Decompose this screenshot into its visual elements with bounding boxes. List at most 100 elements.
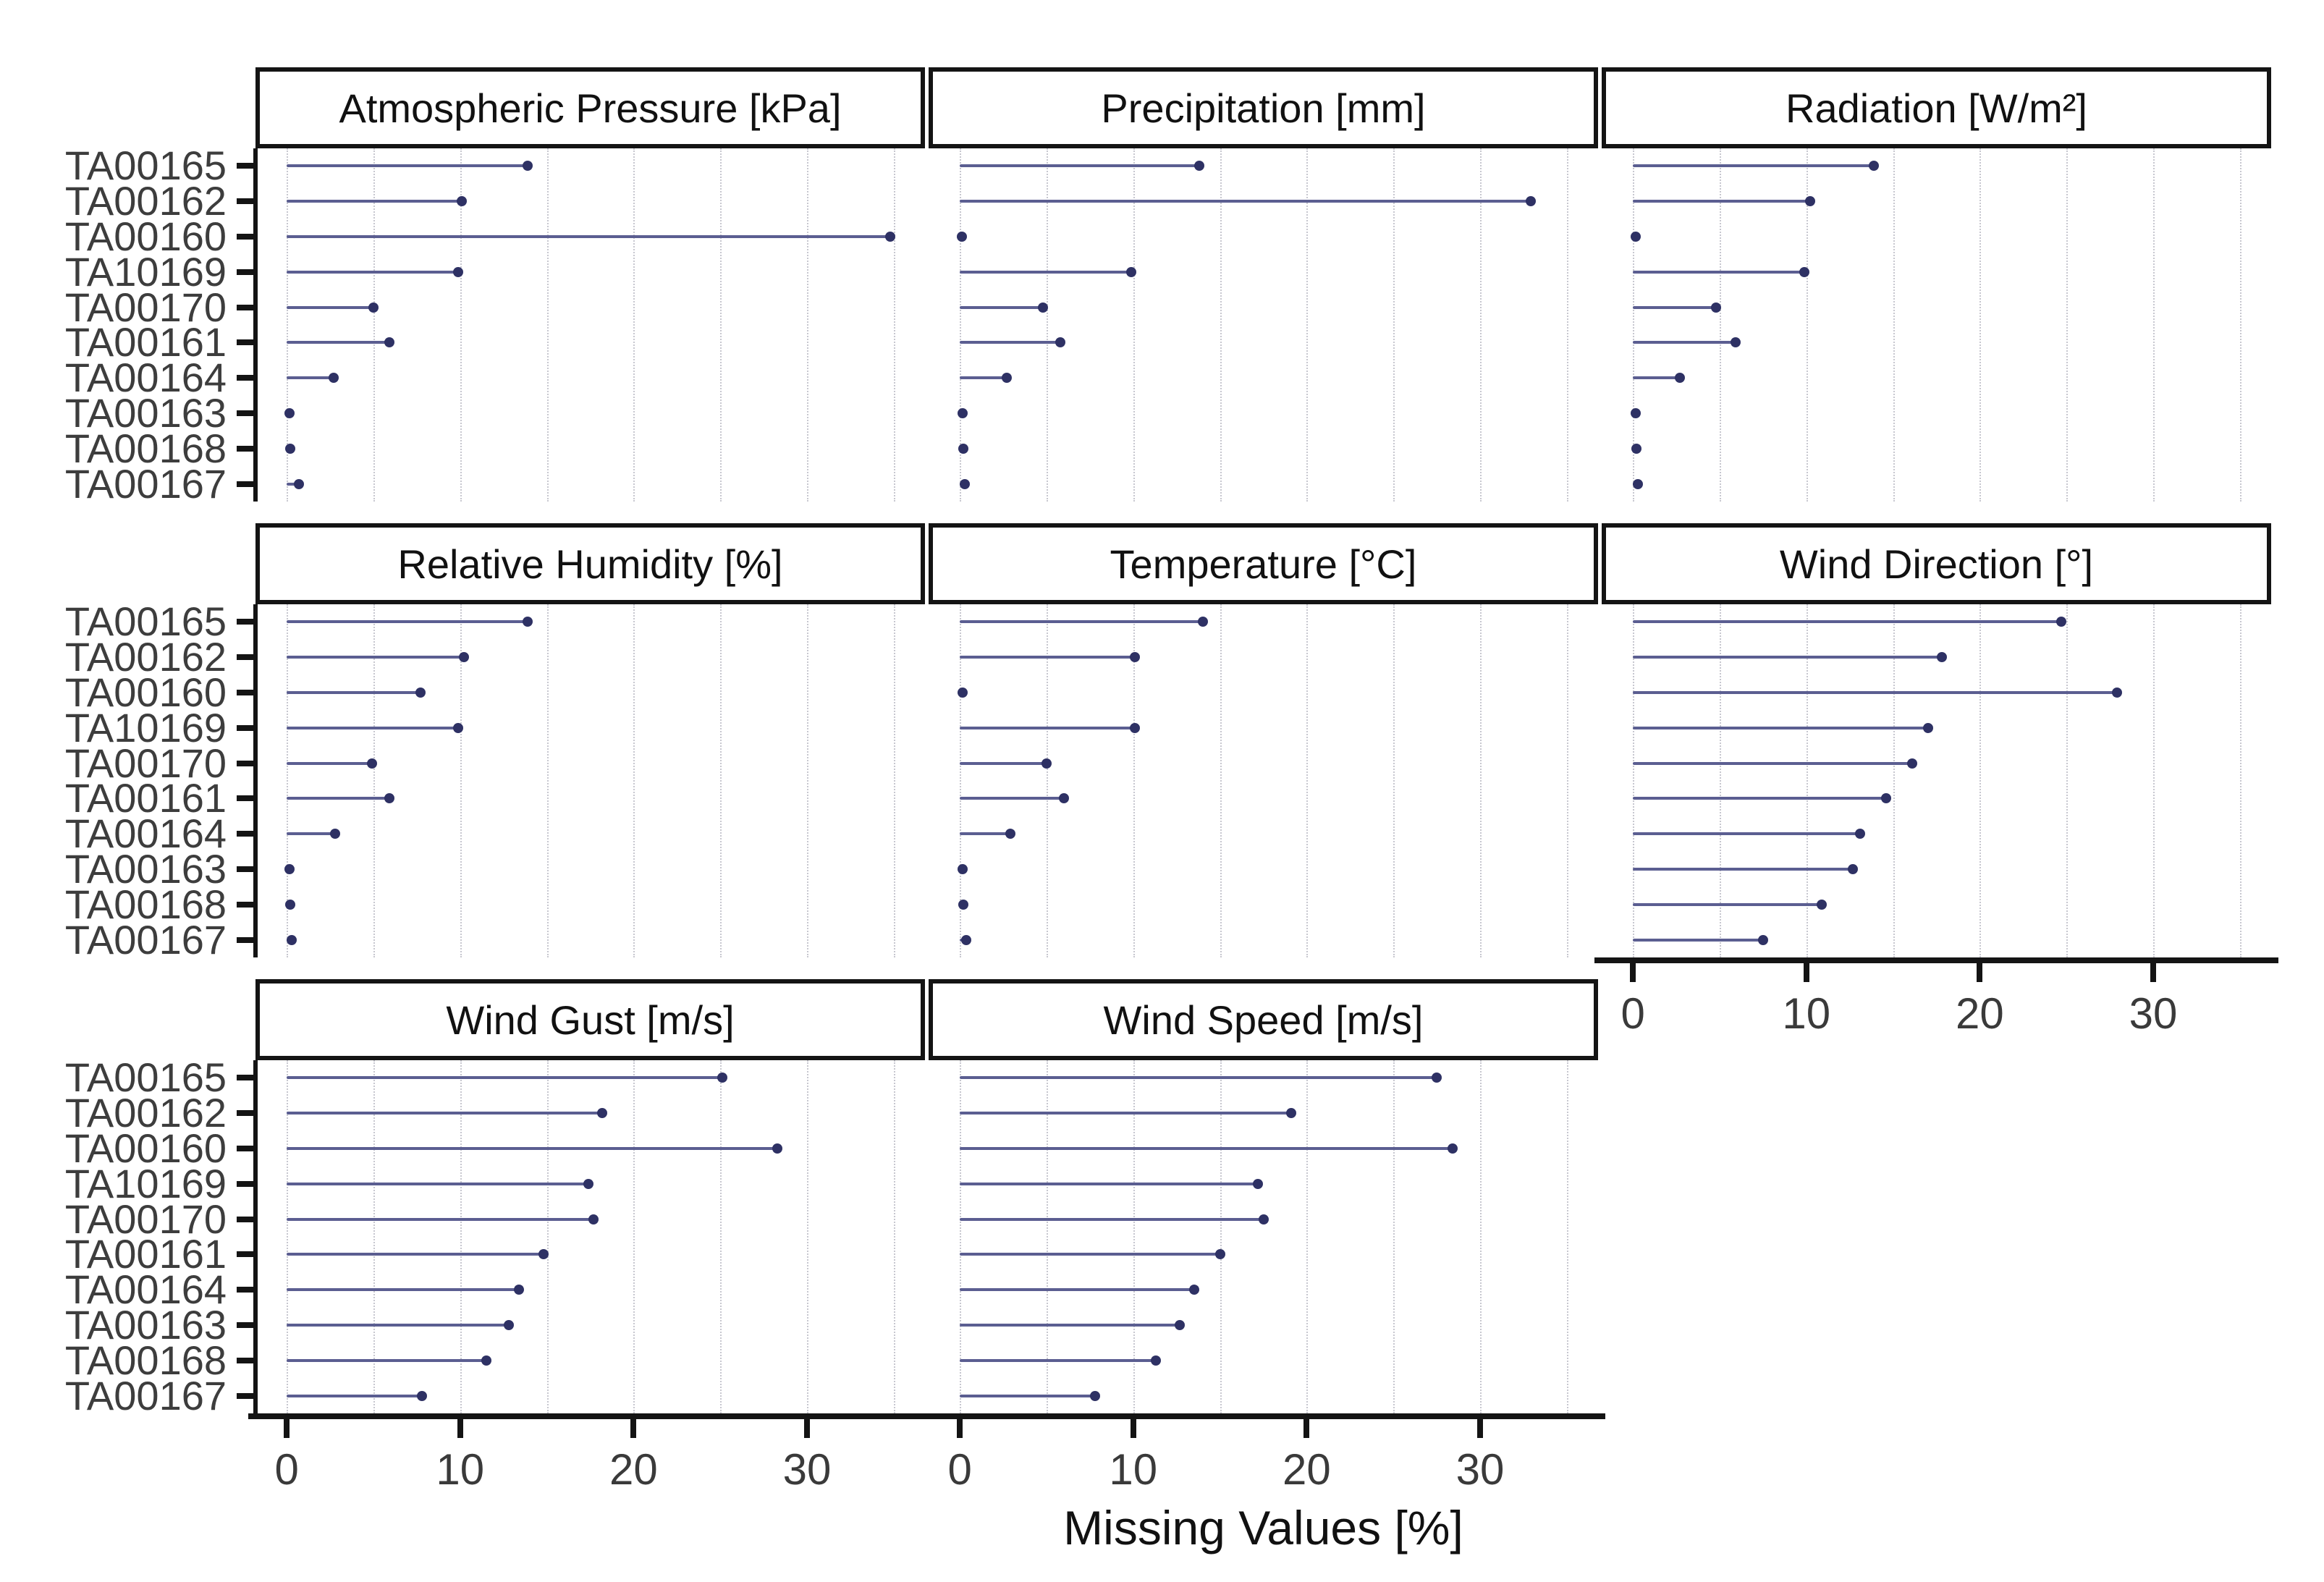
x-gridline [1220,604,1222,957]
lollipop-segment [1633,832,1861,836]
y-axis-tick [237,234,255,240]
facet-strip-title: Wind Direction [°] [1779,541,2094,587]
lollipop-point [417,1390,428,1401]
lollipop-segment [960,656,1136,659]
y-axis-line [253,604,258,957]
lollipop-point [284,864,295,874]
x-axis-title: Missing Values [%] [1063,1501,1463,1554]
lollipop-point [1855,829,1866,839]
lollipop-segment [960,341,1061,344]
x-axis-tick-label: 30 [2129,989,2178,1038]
facet-strip-title: Wind Gust [m/s] [446,997,735,1043]
y-axis-label: TA00170 [64,284,227,330]
facet-strip: Atmospheric Pressure [kPa] [255,67,925,148]
lollipop-segment [960,1217,1264,1221]
lollipop-segment [287,1147,778,1150]
y-axis-tick [237,1180,255,1187]
lollipop-segment [287,656,464,659]
lollipop-point [1848,864,1859,874]
lollipop-segment [960,1182,1259,1185]
x-axis-tick [1977,963,1983,982]
x-gridline [893,1060,895,1413]
x-axis-tick-label: 10 [436,1445,485,1494]
lollipop-segment [287,691,421,694]
y-axis-tick [237,690,255,695]
lollipop-segment [1633,620,2062,624]
lollipop-point [717,1073,727,1083]
facet-strip-title: Relative Humidity [%] [397,541,783,587]
lollipop-point [457,196,468,207]
facet-panel [929,604,1598,957]
facet-panel: TA00165 TA00162 TA00160 TA10169 TA00170 TA001… [65,601,925,960]
y-axis-label: TA00163 [64,1302,227,1348]
lollipop-point [503,1320,514,1330]
y-axis-tick [237,410,255,416]
y-axis-label: TA00167 [64,1372,227,1418]
lollipop-point [1936,652,1947,663]
y-axis-tick [237,1075,255,1081]
y-axis-label: TA00167 [64,460,227,507]
x-gridline [2239,604,2241,957]
lollipop-segment [287,482,299,486]
lollipop-point [1817,899,1827,910]
x-axis-tick-label: 30 [1455,1445,1505,1494]
x-gridline [1133,1060,1135,1413]
y-axis-label: TA10169 [64,248,227,295]
lollipop-segment [287,1358,486,1362]
x-gridline [1133,604,1135,957]
lollipop-segment [960,1147,1453,1150]
facet-strip: Precipitation [mm] [929,67,1598,148]
x-gridline [807,604,809,957]
y-axis-label: TA00170 [64,1196,227,1242]
facet-strip: Relative Humidity [%] [255,523,925,604]
x-gridline [1806,604,1808,957]
y-axis-tick [237,1110,255,1117]
y-axis-tick [237,1392,255,1399]
x-gridline [1566,148,1568,502]
lollipop-point [453,722,464,733]
lollipop-point [957,864,968,874]
x-axis-tick [1630,963,1636,982]
lollipop-segment [960,270,1132,274]
lollipop-point [1150,1355,1161,1366]
lollipop-point [772,1143,783,1154]
lollipop-segment [287,200,462,203]
lollipop-point [1038,302,1049,313]
x-gridline [1046,148,1048,502]
y-axis-label: TA00161 [64,775,227,821]
lollipop-point [1188,1285,1199,1295]
x-gridline [1046,1060,1048,1413]
lollipop-point [2056,617,2067,627]
x-gridline [287,148,289,502]
x-gridline [1480,148,1482,502]
x-gridline [373,1060,375,1413]
lollipop-segment [1633,691,2117,694]
lollipop-segment [287,797,389,800]
lollipop-point [1674,373,1685,384]
lollipop-point [960,934,971,945]
y-axis-label: TA00170 [64,740,227,786]
facet-strip: Radiation [W/m²] [1602,67,2271,148]
y-axis-tick [237,724,255,731]
x-gridline [2153,148,2155,502]
y-axis-tick [237,1357,255,1363]
lollipop-point [1804,196,1815,207]
x-axis-tick-label: 10 [1109,1445,1158,1494]
facet-panel [1602,148,2271,502]
x-axis-tick [1477,1419,1484,1438]
lollipop-segment [960,1358,1156,1362]
y-axis-label: TA00168 [64,881,227,927]
lollipop-segment [960,1324,1180,1327]
y-axis-label: TA10169 [64,1160,227,1206]
y-axis-tick [237,831,255,837]
x-axis-tick-label: 0 [274,1445,299,1494]
x-gridline [960,148,962,502]
x-gridline [2239,148,2241,502]
x-gridline [1480,1060,1482,1413]
y-axis-tick [237,163,255,169]
y-axis-label: TA00164 [64,355,227,401]
lollipop-point [458,652,469,663]
y-axis-label: TA00161 [64,319,227,365]
lollipop-segment [1633,797,1886,800]
lollipop-point [284,899,295,910]
